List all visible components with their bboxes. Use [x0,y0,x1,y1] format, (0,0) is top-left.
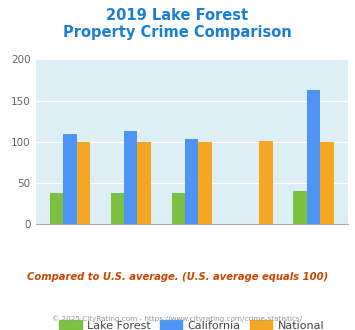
Bar [198,142,212,224]
Bar [260,141,273,224]
Bar [185,139,198,224]
Text: © 2025 CityRating.com - https://www.cityrating.com/crime-statistics/: © 2025 CityRating.com - https://www.city… [53,315,302,322]
Bar [111,193,124,224]
Bar [77,142,90,224]
Bar [294,191,307,224]
Bar [137,142,151,224]
Bar [124,131,137,224]
Legend: Lake Forest, California, National: Lake Forest, California, National [55,316,328,330]
Text: 2019 Lake Forest: 2019 Lake Forest [106,8,248,23]
Text: Property Crime Comparison: Property Crime Comparison [63,25,292,40]
Text: Compared to U.S. average. (U.S. average equals 100): Compared to U.S. average. (U.S. average … [27,272,328,282]
Bar [171,193,185,224]
Bar [320,142,334,224]
Bar [63,134,77,224]
Bar [50,193,63,224]
Bar [307,90,320,224]
